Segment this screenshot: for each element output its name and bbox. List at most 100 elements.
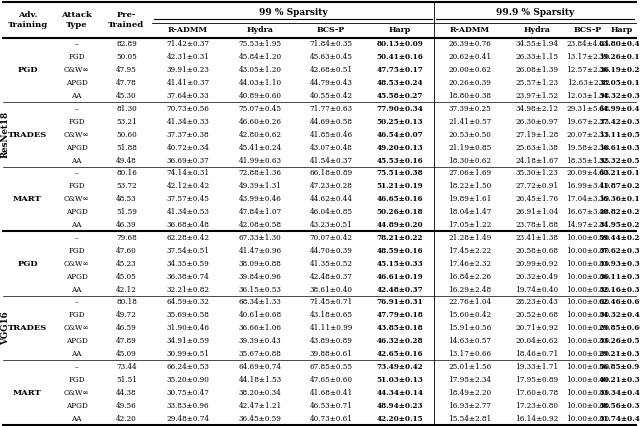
Text: 46.32±0.28: 46.32±0.28 <box>377 337 423 345</box>
Text: 15.54±2.81: 15.54±2.81 <box>449 414 492 423</box>
Text: 42.08±0.58: 42.08±0.58 <box>239 221 282 229</box>
Text: AA: AA <box>71 156 82 164</box>
Text: 26.91±1.04: 26.91±1.04 <box>515 208 559 216</box>
Text: 34.35±0.59: 34.35±0.59 <box>166 260 209 268</box>
Text: 51.03±0.13: 51.03±0.13 <box>376 376 424 384</box>
Text: 13.17±2.10: 13.17±2.10 <box>566 53 610 61</box>
Text: 75.53±1.95: 75.53±1.95 <box>239 40 282 49</box>
Text: 62.46±0.69: 62.46±0.69 <box>599 299 640 306</box>
Text: 37.62±0.31: 37.62±0.31 <box>598 247 640 255</box>
Text: TRADES: TRADES <box>8 324 47 332</box>
Text: 17.05±1.22: 17.05±1.22 <box>449 221 492 229</box>
Text: BCS-P: BCS-P <box>574 26 602 35</box>
Text: 71.77±0.63: 71.77±0.63 <box>310 105 353 113</box>
Text: 33.93±0.39: 33.93±0.39 <box>598 260 640 268</box>
Text: 45.23: 45.23 <box>116 260 137 268</box>
Text: 26.30±0.97: 26.30±0.97 <box>516 118 559 126</box>
Text: 25.01±1.56: 25.01±1.56 <box>449 363 492 371</box>
Text: 36.66±1.06: 36.66±1.06 <box>239 324 282 332</box>
Text: 41.41±0.37: 41.41±0.37 <box>166 79 209 87</box>
Text: 36.45±0.59: 36.45±0.59 <box>239 414 282 423</box>
Text: 30.75±0.47: 30.75±0.47 <box>166 389 209 397</box>
Text: 46.39: 46.39 <box>116 221 137 229</box>
Text: 39.91±0.23: 39.91±0.23 <box>166 66 209 74</box>
Text: 45.41±0.24: 45.41±0.24 <box>239 144 282 152</box>
Text: 35.30±1.23: 35.30±1.23 <box>516 170 558 178</box>
Text: 38.56±0.32: 38.56±0.32 <box>599 402 640 410</box>
Text: 10.00±0.00: 10.00±0.00 <box>566 234 609 242</box>
Text: 17.60±0.78: 17.60±0.78 <box>515 389 559 397</box>
Text: 42.12: 42.12 <box>116 285 137 294</box>
Text: PGD: PGD <box>68 53 84 61</box>
Text: 29.48±0.74: 29.48±0.74 <box>166 414 209 423</box>
Text: 50.60: 50.60 <box>116 131 137 139</box>
Text: ResNet18: ResNet18 <box>1 111 10 158</box>
Text: 40.61±0.68: 40.61±0.68 <box>239 311 282 320</box>
Text: 42.68±0.51: 42.68±0.51 <box>309 66 353 74</box>
Text: 43.85±0.18: 43.85±0.18 <box>377 324 423 332</box>
Text: 39.84±0.96: 39.84±0.96 <box>239 273 282 281</box>
Text: 42.48±0.37: 42.48±0.37 <box>310 273 353 281</box>
Text: 64.69±0.74: 64.69±0.74 <box>239 363 282 371</box>
Text: 10.00±0.00: 10.00±0.00 <box>566 247 609 255</box>
Text: 35.67±0.88: 35.67±0.88 <box>239 350 282 358</box>
Text: 47.79±0.18: 47.79±0.18 <box>376 311 424 320</box>
Text: AA: AA <box>71 92 82 100</box>
Text: 41.87±0.24: 41.87±0.24 <box>598 182 640 190</box>
Text: 16.93±2.77: 16.93±2.77 <box>449 402 492 410</box>
Text: 44.34±0.14: 44.34±0.14 <box>376 389 424 397</box>
Text: 16.84±2.26: 16.84±2.26 <box>449 273 492 281</box>
Text: 15.60±0.42: 15.60±0.42 <box>449 311 492 320</box>
Text: 45.15±0.33: 45.15±0.33 <box>376 260 424 268</box>
Text: 45.53±0.16: 45.53±0.16 <box>377 156 423 164</box>
Text: 37.37±0.38: 37.37±0.38 <box>166 131 209 139</box>
Text: 23.97±1.52: 23.97±1.52 <box>515 92 559 100</box>
Text: 36.68±0.48: 36.68±0.48 <box>166 221 209 229</box>
Text: 21.28±1.49: 21.28±1.49 <box>449 234 492 242</box>
Text: 59.44±0.28: 59.44±0.28 <box>599 234 640 242</box>
Text: AA: AA <box>71 285 82 294</box>
Text: 19.33±1.71: 19.33±1.71 <box>515 363 559 371</box>
Text: 20.71±0.92: 20.71±0.92 <box>515 324 559 332</box>
Text: 53.72: 53.72 <box>116 182 137 190</box>
Text: 40.21±0.31: 40.21±0.31 <box>598 376 640 384</box>
Text: 74.14±0.31: 74.14±0.31 <box>166 170 209 178</box>
Text: 75.07±0.45: 75.07±0.45 <box>239 105 282 113</box>
Text: 44.70±0.39: 44.70±0.39 <box>310 247 353 255</box>
Text: 17.46±2.32: 17.46±2.32 <box>449 260 492 268</box>
Text: 23.41±1.38: 23.41±1.38 <box>515 234 559 242</box>
Text: C&W∞: C&W∞ <box>64 260 89 268</box>
Text: 31.74±0.40: 31.74±0.40 <box>598 414 640 423</box>
Text: 28.23±0.43: 28.23±0.43 <box>516 299 558 306</box>
Text: PGD: PGD <box>68 247 84 255</box>
Text: 34.91±0.59: 34.91±0.59 <box>166 337 209 345</box>
Text: 10.00±0.00: 10.00±0.00 <box>566 389 609 397</box>
Text: 37.64±0.33: 37.64±0.33 <box>166 92 209 100</box>
Text: 20.58±0.68: 20.58±0.68 <box>515 247 559 255</box>
Text: 36.15±0.53: 36.15±0.53 <box>239 285 282 294</box>
Text: BCS-P: BCS-P <box>317 26 345 35</box>
Text: 48.94±0.23: 48.94±0.23 <box>377 402 423 410</box>
Text: 27.06±1.69: 27.06±1.69 <box>449 170 492 178</box>
Text: 47.84±1.07: 47.84±1.07 <box>239 208 282 216</box>
Text: 17.45±2.22: 17.45±2.22 <box>449 247 492 255</box>
Text: 99.9 % Sparsity: 99.9 % Sparsity <box>496 8 574 17</box>
Text: 71.84±0.35: 71.84±0.35 <box>310 40 353 49</box>
Text: –: – <box>75 40 78 49</box>
Text: 10.00±0.00: 10.00±0.00 <box>566 350 609 358</box>
Text: 25.63±1.38: 25.63±1.38 <box>516 144 559 152</box>
Text: 27.72±0.91: 27.72±0.91 <box>515 182 559 190</box>
Text: 47.78: 47.78 <box>116 79 137 87</box>
Text: C&W∞: C&W∞ <box>64 389 89 397</box>
Text: 15.91±0.56: 15.91±0.56 <box>449 324 492 332</box>
Text: 36.61±0.35: 36.61±0.35 <box>598 144 640 152</box>
Text: R-ADMM: R-ADMM <box>168 26 208 35</box>
Text: 49.20±0.13: 49.20±0.13 <box>376 144 424 152</box>
Text: 53.21: 53.21 <box>116 118 137 126</box>
Text: 41.68±0.41: 41.68±0.41 <box>309 389 353 397</box>
Text: 10.00±0.00: 10.00±0.00 <box>566 285 609 294</box>
Text: 36.38±0.74: 36.38±0.74 <box>166 273 209 281</box>
Text: 47.65±0.60: 47.65±0.60 <box>310 376 353 384</box>
Text: 42.31±0.31: 42.31±0.31 <box>166 53 209 61</box>
Text: 72.88±1.36: 72.88±1.36 <box>239 170 282 178</box>
